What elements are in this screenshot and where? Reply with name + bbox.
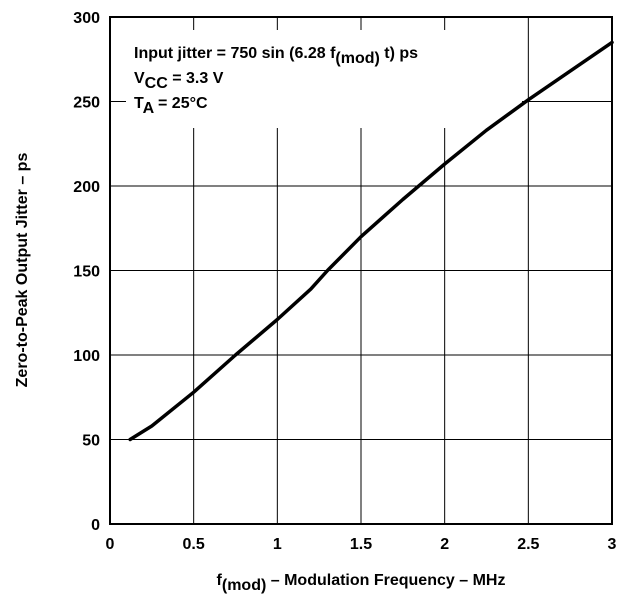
y-axis-title: Zero-to-Peak Output Jitter – ps bbox=[14, 153, 31, 388]
x-tick-labels: 0 0.5 1 1.5 2 2.5 3 bbox=[106, 536, 617, 553]
plot-frame bbox=[109, 16, 613, 525]
y-tick-label: 100 bbox=[73, 348, 100, 365]
x-axis-title: f(mod) – Modulation Frequency – MHz bbox=[217, 572, 506, 594]
x-tick-label: 2 bbox=[440, 536, 449, 553]
series-group bbox=[128, 40, 614, 442]
x-tick-label: 3 bbox=[608, 536, 617, 553]
annotation-box bbox=[126, 30, 522, 128]
y-tick-label: 200 bbox=[73, 179, 100, 196]
annotation-vcc: VCC = 3.3 V bbox=[134, 70, 224, 92]
y-tick-labels: 0 50 100 150 200 250 300 bbox=[73, 10, 100, 534]
y-tick-label: 150 bbox=[73, 264, 100, 281]
y-tick-label: 250 bbox=[73, 95, 100, 112]
x-tick-label: 2.5 bbox=[517, 536, 539, 553]
annotation-ta: TA = 25°C bbox=[134, 95, 208, 117]
x-tick-label: 0.5 bbox=[183, 536, 205, 553]
y-tick-label: 50 bbox=[82, 433, 100, 450]
x-tick-label: 1.5 bbox=[350, 536, 372, 553]
x-tick-label: 0 bbox=[106, 536, 115, 553]
y-tick-label: 0 bbox=[91, 517, 100, 534]
x-tick-label: 1 bbox=[273, 536, 282, 553]
y-tick-label: 300 bbox=[73, 10, 100, 27]
series-line-jitter bbox=[128, 40, 614, 442]
annotation-input-jitter: Input jitter = 750 sin (6.28 f(mod) t) p… bbox=[134, 45, 418, 67]
